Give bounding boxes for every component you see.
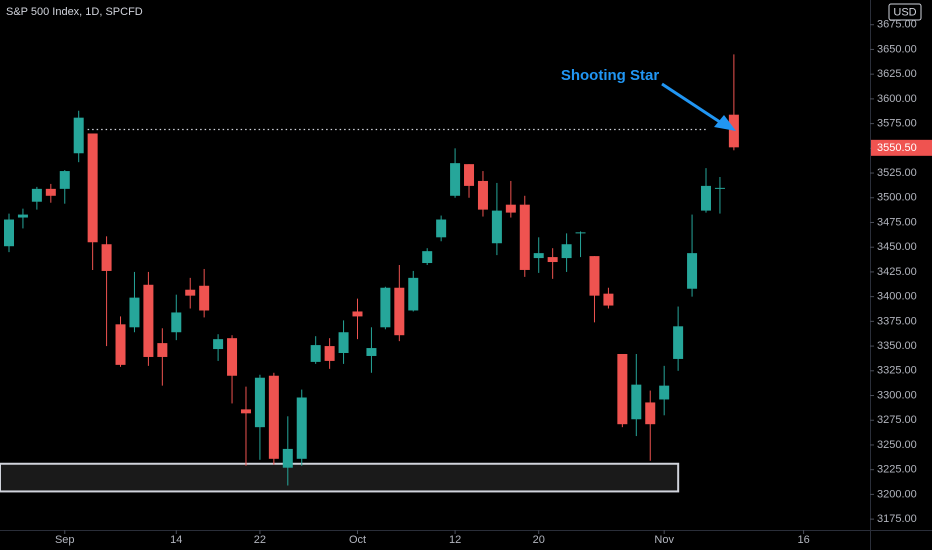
candle-body [268, 375, 279, 459]
y-tick-label: 3575.00 [877, 118, 917, 130]
y-tick-label: 3425.00 [877, 266, 917, 278]
candle-body [59, 171, 70, 189]
y-tick-label: 3325.00 [877, 365, 917, 377]
candle-body [491, 210, 502, 244]
candle-body [240, 409, 251, 414]
candle-body [701, 185, 711, 211]
y-tick-label: 3475.00 [877, 216, 917, 228]
candle-body [227, 338, 238, 376]
candle-body [310, 345, 321, 362]
x-tick-label: 12 [449, 534, 461, 546]
x-tick-label: Oct [349, 534, 366, 546]
candle-body [450, 163, 461, 196]
candle-body [338, 332, 349, 354]
candle-body [561, 244, 572, 259]
candle-body [324, 346, 335, 361]
candle-body [199, 285, 210, 311]
candle-body [101, 244, 112, 271]
annotation-arrowhead [714, 115, 736, 131]
y-tick-label: 3275.00 [877, 414, 917, 426]
y-tick-label: 3450.00 [877, 241, 917, 253]
candle-body [185, 289, 196, 296]
candle-body [631, 384, 642, 420]
candle-body [17, 214, 28, 218]
candle-body [73, 117, 84, 154]
y-tick-label: 3225.00 [877, 464, 917, 476]
candle-body [659, 385, 670, 400]
candle-body [728, 114, 739, 148]
y-tick-label: 3500.00 [877, 192, 917, 204]
y-tick-label: 3175.00 [877, 513, 917, 525]
y-tick-label: 3400.00 [877, 291, 917, 303]
candle-body [436, 219, 447, 238]
currency: USD [893, 6, 916, 18]
candle-body [464, 164, 475, 186]
y-tick-label: 3600.00 [877, 93, 917, 105]
candle-body [143, 284, 154, 357]
x-tick-label: Sep [55, 534, 75, 546]
candle-body [519, 204, 530, 270]
candle-body [617, 353, 628, 425]
y-tick-label: 3375.00 [877, 315, 917, 327]
x-tick-label: 22 [254, 534, 266, 546]
candle-body [366, 348, 377, 356]
y-tick-label: 3625.00 [877, 68, 917, 80]
candle-body [673, 326, 684, 359]
candle-body [714, 187, 725, 189]
candle-body [422, 251, 433, 264]
candle-body [45, 188, 56, 196]
candle-body [254, 377, 265, 428]
candle-body [547, 257, 558, 263]
currency-box [888, 3, 922, 21]
candle-body [408, 277, 419, 311]
last-price-label: 3550.50 [877, 142, 917, 154]
candle-body [352, 311, 363, 317]
candle-body [115, 324, 126, 365]
candle-body [31, 188, 42, 202]
y-tick-label: 3200.00 [877, 488, 917, 500]
candle-body [575, 232, 586, 234]
candle-body [129, 297, 140, 328]
candle-body [171, 312, 182, 333]
x-tick-label: 20 [533, 534, 545, 546]
chart-title: S&P 500 Index, 1D, SPCFD [6, 6, 143, 18]
y-tick-label: 3350.00 [877, 340, 917, 352]
candle-body [645, 402, 656, 425]
candle-body [589, 256, 600, 296]
x-tick-label: 16 [797, 534, 809, 546]
candle-body [157, 343, 168, 357]
candle-body [296, 397, 307, 459]
candle-body [213, 339, 224, 350]
x-tick-label: 14 [170, 534, 182, 546]
annotation-arrow [661, 82, 727, 128]
y-tick-label: 3300.00 [877, 389, 917, 401]
candle-body [477, 180, 488, 210]
candle-body [394, 287, 405, 336]
y-tick-label: 3675.00 [877, 19, 917, 31]
candle-body [687, 253, 698, 289]
x-tick-label: Nov [654, 534, 674, 546]
candle-body [87, 133, 98, 243]
y-tick-label: 3650.00 [877, 43, 917, 55]
candle-body [603, 293, 614, 306]
y-tick-label: 3525.00 [877, 167, 917, 179]
support-zone [0, 462, 680, 493]
candle-body [4, 219, 14, 247]
candle-body [282, 448, 293, 468]
candle-body [380, 287, 391, 328]
last-price-tag [871, 139, 932, 156]
candle-body [505, 204, 516, 213]
annotation: Shooting Star [561, 67, 659, 84]
y-tick-label: 3250.00 [877, 439, 917, 451]
candle-body [533, 253, 544, 259]
plot: 3175.00 3200.00 3225.00 3250.00 3275.00 3300.… [0, 19, 932, 546]
